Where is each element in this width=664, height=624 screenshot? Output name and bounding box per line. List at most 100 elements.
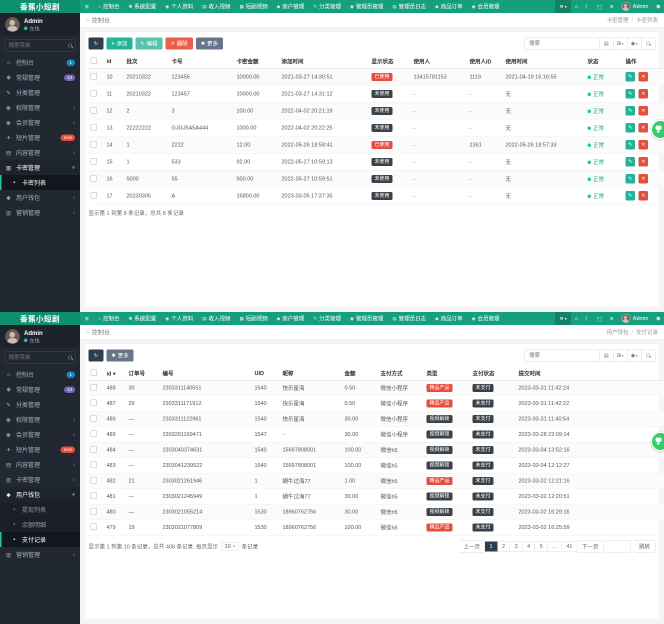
row-delete-button[interactable]	[638, 106, 649, 116]
user-menu[interactable]: Admin	[617, 314, 652, 323]
row-edit-button[interactable]	[625, 89, 635, 99]
row-edit-button[interactable]	[625, 72, 635, 82]
sidebar-menu-item[interactable]: ◉ 会员管理 ‹	[0, 427, 80, 442]
nav-tab[interactable]: ◉ 个人资料	[161, 312, 198, 325]
add-button[interactable]: 添加	[106, 37, 133, 50]
nav-tab[interactable]: ▤ 管理员日志	[388, 312, 431, 325]
headset-icon[interactable]: ✱	[655, 315, 661, 322]
nav-tab[interactable]: ⌂ 控制台	[94, 0, 124, 13]
row-checkbox[interactable]	[90, 106, 97, 114]
page-button[interactable]: 2	[497, 541, 511, 552]
nav-tab[interactable]: ◉ 管理员管理	[345, 312, 387, 325]
column-header[interactable]: 订单号	[126, 367, 161, 381]
search-icon[interactable]	[68, 355, 73, 360]
sidebar-menu-item[interactable]: ▥ 营销管理 ‹	[0, 547, 80, 562]
row-delete-button[interactable]	[638, 123, 649, 133]
fullscreen-icon[interactable]: ▢	[596, 315, 603, 322]
nav-tab[interactable]: ◉ 会员管理	[467, 312, 504, 325]
row-checkbox[interactable]	[90, 174, 97, 182]
sidebar-menu-item[interactable]: ▪ 卡密列表	[0, 175, 80, 190]
row-checkbox[interactable]	[90, 430, 97, 437]
nav-tab[interactable]: ◆ 商户管理	[272, 312, 308, 325]
column-header[interactable]: 支付方式	[378, 367, 425, 381]
nav-tab[interactable]: ⌂ 控制台	[94, 312, 124, 325]
column-header[interactable]: 显示状态	[369, 55, 412, 69]
row-edit-button[interactable]	[625, 191, 635, 201]
nav-tab[interactable]: ✱ 系统配置	[124, 0, 161, 13]
sidebar-menu-item[interactable]: ✈ 短片管理 new	[0, 130, 80, 145]
sidebar-search-input[interactable]	[7, 354, 68, 361]
nav-menu-dropdown[interactable]: ≡ ▾	[555, 0, 572, 13]
customer-service-floating-button[interactable]	[651, 432, 664, 451]
column-header[interactable]: 编号	[160, 367, 253, 381]
sidebar-menu-item[interactable]: ◉ 会员管理 ‹	[0, 115, 80, 130]
fullscreen-icon[interactable]: ▢	[596, 3, 603, 10]
sidebar-menu-item[interactable]: ✎ 分类管理	[0, 397, 80, 412]
sidebar-menu-item[interactable]: ▤ 内容管理 ‹	[0, 145, 80, 160]
refresh-button[interactable]	[88, 349, 104, 362]
sidebar-menu-item[interactable]: ▪ 支付记录	[0, 532, 80, 547]
column-header[interactable]: id ▾	[104, 367, 127, 381]
sidebar-menu-item[interactable]: ⌂ 控制台 1	[0, 367, 80, 382]
nav-tab[interactable]: ◆ 商户管理	[272, 0, 308, 13]
column-header[interactable]: 批次	[124, 55, 170, 69]
sidebar-menu-item[interactable]: ✎ 分类管理	[0, 85, 80, 100]
export-button[interactable]: ▾	[627, 349, 642, 362]
sidebar-menu-item[interactable]: ⌂ 控制台 1	[0, 55, 80, 70]
row-checkbox[interactable]	[90, 477, 97, 484]
page-button[interactable]: 1	[484, 541, 498, 552]
table-search-input[interactable]	[524, 349, 600, 362]
breadcrumb-parent[interactable]: 卡密管理	[606, 17, 629, 24]
moon-icon[interactable]: ☾	[585, 315, 590, 322]
moon-icon[interactable]: ☾	[585, 3, 590, 10]
row-checkbox[interactable]	[90, 399, 97, 406]
delete-button[interactable]: 删除	[165, 37, 193, 50]
nav-tab[interactable]: ▤ 管理员日志	[388, 0, 431, 13]
nav-tab[interactable]: ▤ 收入视频	[198, 0, 235, 13]
headset-icon[interactable]: ✱	[655, 3, 661, 10]
nav-tab[interactable]: ◉ 管理员管理	[345, 0, 387, 13]
sidebar-menu-item[interactable]: ▪ 余额明细	[0, 517, 80, 532]
nav-tab[interactable]: ▤ 收入视频	[198, 312, 235, 325]
row-checkbox[interactable]	[90, 384, 97, 391]
columns-button[interactable]: ▾	[613, 349, 628, 362]
column-header[interactable]: 提交时间	[516, 367, 664, 381]
column-header[interactable]: UID	[252, 367, 281, 381]
nav-tab[interactable]: ▦ 短剧视频	[235, 0, 272, 13]
page-button[interactable]: 上一页	[458, 540, 485, 553]
row-checkbox[interactable]	[90, 446, 97, 453]
breadcrumb-parent[interactable]: 用户钱包	[606, 329, 629, 336]
column-header[interactable]: 昵称	[280, 367, 343, 381]
column-header[interactable]: 添加时间	[279, 55, 370, 69]
page-button[interactable]: 41	[561, 541, 578, 552]
row-checkbox[interactable]	[90, 123, 97, 131]
page-button[interactable]: 3	[510, 541, 523, 552]
page-jump-button[interactable]: 跳转	[634, 540, 656, 553]
row-checkbox[interactable]	[90, 89, 97, 97]
column-header[interactable]: 使用时间	[503, 55, 586, 69]
breadcrumb-home[interactable]: 控制台	[91, 328, 110, 336]
row-checkbox[interactable]	[90, 461, 97, 468]
sidebar-menu-item[interactable]: ◉ 权限管理 ‹	[0, 100, 80, 115]
row-checkbox[interactable]	[90, 191, 97, 199]
refresh-button[interactable]	[88, 37, 104, 50]
column-header[interactable]: 类型	[424, 367, 471, 381]
export-button[interactable]: ▾	[627, 37, 642, 50]
sidebar-menu-item[interactable]: ▤ 内容管理 ‹	[0, 457, 80, 472]
row-checkbox[interactable]	[90, 415, 97, 422]
user-menu[interactable]: Admin	[617, 2, 652, 11]
more-button[interactable]: 更多	[106, 349, 134, 362]
row-edit-button[interactable]	[625, 157, 635, 167]
breadcrumb-home[interactable]: 控制台	[91, 16, 110, 24]
nav-tab[interactable]: ◆ 商品订单	[431, 0, 467, 13]
row-delete-button[interactable]	[638, 89, 649, 99]
row-checkbox[interactable]	[90, 508, 97, 515]
search-button[interactable]	[641, 37, 656, 50]
column-header[interactable]: 状态	[585, 55, 624, 69]
search-icon[interactable]	[68, 43, 73, 48]
column-header[interactable]: 支付状态	[470, 367, 517, 381]
row-checkbox[interactable]	[90, 72, 97, 80]
row-delete-button[interactable]	[638, 191, 649, 201]
home-icon[interactable]: ⌂	[574, 315, 579, 322]
sidebar-menu-item[interactable]: ✈ 短片管理 new	[0, 442, 80, 457]
